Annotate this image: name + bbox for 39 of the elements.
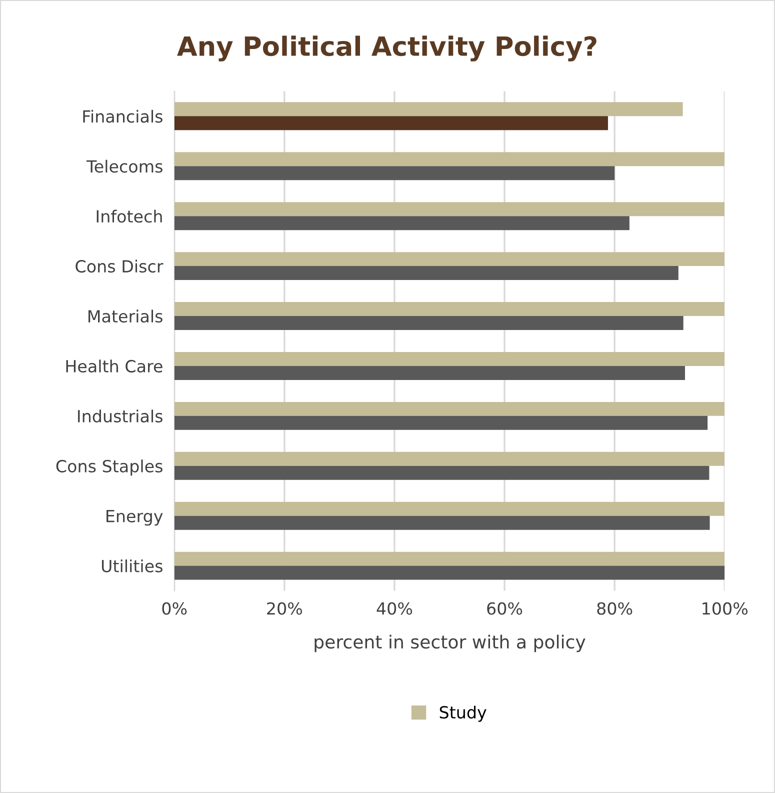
bar [174,102,683,116]
bar [174,552,725,566]
y-tick-label: Cons Staples [56,460,162,476]
y-tick-label: Utilities [102,559,162,572]
bar [174,202,725,216]
x-tick-label: 40% [376,602,412,615]
y-tick-label: Energy [106,510,163,526]
x-tick-label: 100% [702,602,748,615]
bar [174,216,630,230]
chart-title: Any Political Activity Policy? [177,36,596,62]
legend-label: Study [440,706,486,722]
x-tick-label: 80% [597,602,632,615]
bar [174,502,725,516]
bar [174,116,608,130]
bar [174,316,684,330]
bar [174,416,708,430]
bar [174,566,725,580]
bar [174,266,678,280]
y-tick-label: Telecoms [86,160,162,173]
bar [174,466,710,480]
x-tick-label: 20% [267,602,302,615]
bar [174,152,725,166]
x-tick-label: 0% [162,602,187,615]
bar [174,366,686,380]
y-tick-label: Cons Discr [76,260,164,273]
bar [174,452,725,466]
y-tick-label: Infotech [96,210,162,223]
bar [174,402,725,416]
y-tick-label: Industrials [78,410,162,422]
y-tick-label: Health Care [66,360,162,373]
x-tick-label: 60% [487,602,522,615]
bar [174,302,725,316]
y-tick-label: Materials [88,310,162,323]
bar [174,352,725,366]
y-tick-label: Financials [83,110,162,123]
bar [174,252,725,266]
bar [174,516,710,530]
bar [174,166,615,180]
x-axis-title: percent in sector with a policy [314,634,586,652]
